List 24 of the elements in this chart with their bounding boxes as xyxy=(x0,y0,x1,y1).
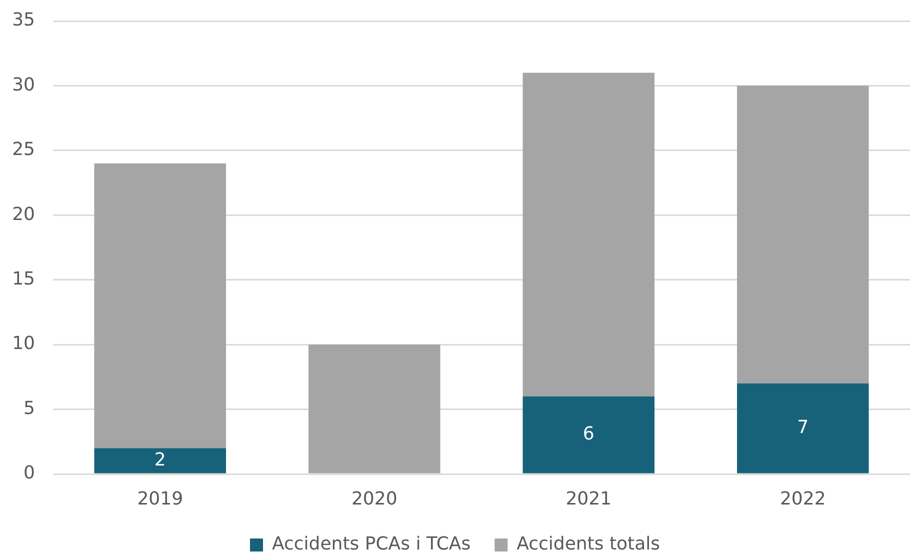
x-tick-label: 2021 xyxy=(566,488,612,510)
bar xyxy=(736,86,869,384)
x-tick-label: 2022 xyxy=(780,488,826,510)
bar xyxy=(308,344,440,474)
x-tick-label: 2020 xyxy=(351,488,398,510)
bar xyxy=(522,396,655,474)
data-label: 2 xyxy=(154,449,166,470)
legend-label: Accidents totals xyxy=(516,534,660,553)
y-tick-label: 35 xyxy=(12,10,35,31)
bar xyxy=(522,72,655,396)
data-label: 6 xyxy=(582,423,594,444)
data-label: 7 xyxy=(797,416,809,438)
y-tick-label: 10 xyxy=(12,333,35,354)
y-tick-label: 30 xyxy=(12,74,35,96)
y-tick-label: 20 xyxy=(12,204,35,225)
bar xyxy=(94,163,226,448)
y-tick-label: 5 xyxy=(24,398,35,419)
y-tick-label: 25 xyxy=(12,139,35,160)
legend-label: Accidents PCAs i TCAs xyxy=(272,534,471,553)
x-tick-label: 2019 xyxy=(137,488,184,510)
bar xyxy=(94,448,226,474)
y-tick-label: 15 xyxy=(12,268,35,290)
y-tick-label: 0 xyxy=(24,462,35,484)
bar xyxy=(736,383,869,474)
